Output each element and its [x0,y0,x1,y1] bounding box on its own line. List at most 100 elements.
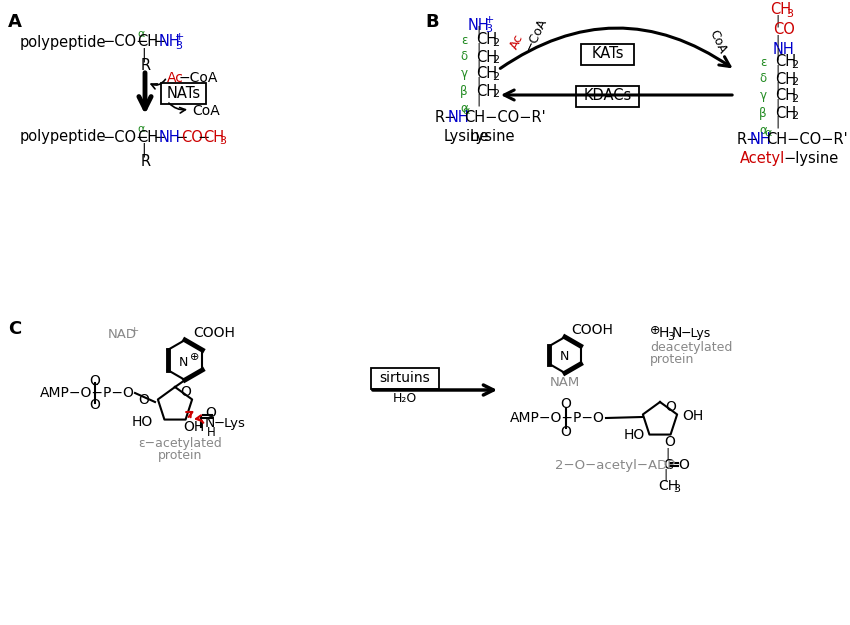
Text: δ: δ [760,72,767,86]
Text: 2: 2 [791,94,798,104]
Text: C: C [8,320,21,338]
Text: −CO−: −CO− [102,34,149,49]
Text: −Lys: −Lys [214,416,246,429]
Text: ε: ε [761,56,767,69]
Text: CH: CH [203,129,224,144]
Text: COOH: COOH [571,323,613,337]
Text: C: C [663,458,672,472]
Text: CH: CH [775,89,796,104]
Text: CH: CH [770,2,791,18]
Text: −CoA: −CoA [523,15,550,52]
Text: 3: 3 [667,332,674,342]
Text: |: | [476,42,480,56]
Text: H: H [659,326,669,340]
Text: +: + [175,32,184,42]
FancyBboxPatch shape [576,86,639,106]
Text: −: − [153,34,165,49]
Text: |: | [141,142,145,158]
Text: HO: HO [624,428,645,442]
Text: α: α [764,128,771,138]
Text: O: O [678,458,689,472]
Text: ⊕: ⊕ [190,352,200,362]
Text: 2: 2 [791,60,798,70]
Text: 3: 3 [175,41,182,51]
Text: NH: NH [448,111,470,126]
Text: N: N [205,416,215,430]
FancyBboxPatch shape [371,368,439,389]
Text: |: | [476,26,480,39]
Text: −: − [197,129,209,144]
Text: NH: NH [159,34,181,49]
Text: H₂O: H₂O [393,392,417,406]
Text: |: | [476,94,480,106]
Text: |: | [775,34,779,48]
Text: CH: CH [476,32,497,48]
FancyBboxPatch shape [162,82,207,104]
Text: |: | [775,81,779,94]
Text: COOH: COOH [193,326,235,340]
Text: 3: 3 [673,484,680,494]
Text: ⊕: ⊕ [650,324,660,336]
Text: R: R [141,59,151,74]
Text: γ: γ [760,89,767,102]
Text: |: | [663,469,667,481]
Text: −CoA: −CoA [179,71,218,85]
Text: CH: CH [476,49,497,64]
Text: 2: 2 [492,89,499,99]
Text: CH: CH [137,34,158,49]
Text: Lysine: Lysine [470,129,515,144]
Text: −: − [175,129,187,144]
Text: α: α [460,101,468,114]
Text: CH: CH [775,54,796,69]
Text: polypeptide: polypeptide [20,34,106,49]
Text: |: | [476,76,480,89]
Text: 2: 2 [791,111,798,121]
Text: AMP−O−P−O: AMP−O−P−O [510,411,605,425]
Text: KDACs: KDACs [584,89,632,104]
Text: 3: 3 [786,9,793,19]
Text: 2−O−acetyl−ADP: 2−O−acetyl−ADP [555,459,675,471]
Text: polypeptide: polypeptide [20,129,106,144]
Text: CoA: CoA [707,28,729,56]
Text: NH: NH [773,42,795,58]
Text: O: O [205,406,216,420]
Text: sirtuins: sirtuins [380,371,430,385]
Text: Acetyl: Acetyl [740,151,785,166]
Text: NAM: NAM [550,376,580,389]
Text: OH: OH [183,420,204,434]
Text: |: | [141,48,145,63]
Text: N: N [559,351,569,364]
Text: N: N [178,356,188,369]
Text: HO: HO [132,415,153,429]
Text: CH: CH [775,71,796,86]
Text: KATs: KATs [592,46,624,61]
Text: −lysine: −lysine [783,151,838,166]
Text: NH: NH [468,18,490,32]
Text: α: α [137,29,144,39]
Text: Ac: Ac [508,32,526,52]
Text: −: − [153,129,165,144]
Text: CH−CO−R': CH−CO−R' [766,132,847,148]
Text: NAD: NAD [108,329,137,341]
Text: 2: 2 [791,77,798,87]
Text: CO: CO [773,22,795,38]
Text: ε−acetylated: ε−acetylated [138,436,222,449]
Text: CH: CH [137,129,158,144]
Text: B: B [425,13,439,31]
Text: ε: ε [462,34,468,46]
Text: |: | [775,48,779,61]
Text: 2: 2 [492,38,499,48]
Text: CH: CH [775,106,796,121]
Text: OH: OH [682,409,703,423]
Text: AMP−O−P−O: AMP−O−P−O [40,386,135,400]
Text: N: N [672,326,683,340]
Text: NATs: NATs [167,86,201,101]
Text: δ: δ [461,51,468,64]
Text: α: α [759,124,767,136]
Text: 3: 3 [219,136,226,146]
Text: β: β [461,84,468,98]
Text: Lysine: Lysine [444,129,490,144]
Text: +: + [130,326,139,336]
Text: O: O [89,374,100,388]
Text: O: O [560,425,571,439]
